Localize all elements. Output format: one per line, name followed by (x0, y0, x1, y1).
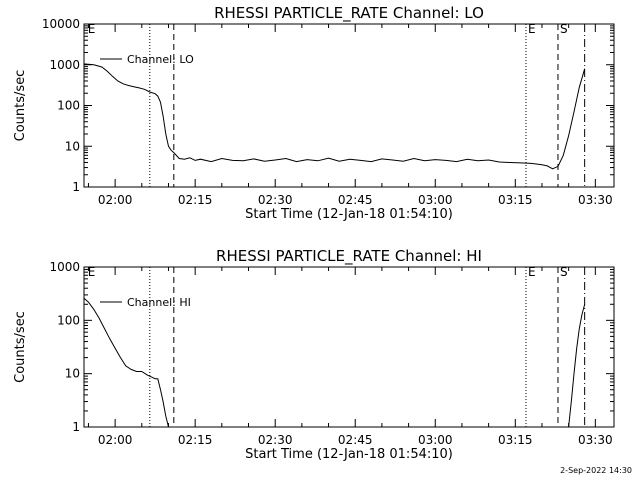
x-axis-label: Start Time (12-Jan-18 01:54:10) (245, 207, 453, 222)
chart-title: RHESSI PARTICLE_RATE Channel: HI (216, 247, 482, 266)
x-tick-label: 03:00 (418, 433, 453, 447)
x-tick-label: 03:30 (578, 193, 613, 207)
x-tick-label: 02:15 (178, 433, 213, 447)
marker-label: S (560, 265, 568, 279)
x-tick-label: 02:30 (258, 193, 293, 207)
x-tick-label: 02:30 (258, 433, 293, 447)
marker-label: E (528, 22, 536, 36)
y-tick-label: 10 (65, 139, 80, 153)
marker-label: E (88, 265, 96, 279)
y-axis-label: Counts/sec (13, 311, 28, 383)
x-tick-label: 02:00 (98, 433, 133, 447)
series-line (568, 304, 586, 427)
series-line (84, 63, 586, 170)
marker-label: E (528, 265, 536, 279)
y-axis-label: Counts/sec (13, 70, 28, 142)
y-tick-label: 1000 (49, 58, 80, 72)
y-tick-label: 1 (72, 180, 80, 194)
x-tick-label: 03:30 (578, 433, 613, 447)
x-axis-label: Start Time (12-Jan-18 01:54:10) (245, 447, 453, 462)
x-tick-label: 02:15 (178, 193, 213, 207)
marker-label: S (560, 22, 568, 36)
chart-title: RHESSI PARTICLE_RATE Channel: LO (214, 4, 484, 23)
y-tick-label: 100 (57, 99, 80, 113)
x-tick-label: 02:00 (98, 193, 133, 207)
x-tick-label: 02:45 (338, 193, 373, 207)
y-tick-label: 10 (65, 367, 80, 381)
chart-panel-hi: RHESSI PARTICLE_RATE Channel: HI 02:00 02:… (13, 247, 615, 462)
marker-label: E (88, 22, 96, 36)
y-tick-label: 1 (72, 420, 80, 434)
x-tick-label: 03:00 (418, 193, 453, 207)
series-line (84, 297, 169, 427)
legend-label: Channel: LO (127, 53, 194, 66)
plot-frame (83, 23, 615, 188)
chart-panel-lo: RHESSI PARTICLE_RATE Channel: LO 02:00 02:… (13, 4, 615, 222)
x-tick-label: 03:15 (498, 433, 533, 447)
x-tick-label: 02:45 (338, 433, 373, 447)
legend-label: Channel: HI (127, 296, 191, 309)
x-tick-label: 03:15 (498, 193, 533, 207)
y-tick-label: 10000 (42, 17, 80, 31)
plot-frame (83, 266, 615, 428)
y-tick-label: 100 (57, 313, 80, 327)
y-tick-label: 1000 (49, 260, 80, 274)
plot-timestamp: 2-Sep-2022 14:30 (560, 466, 632, 475)
